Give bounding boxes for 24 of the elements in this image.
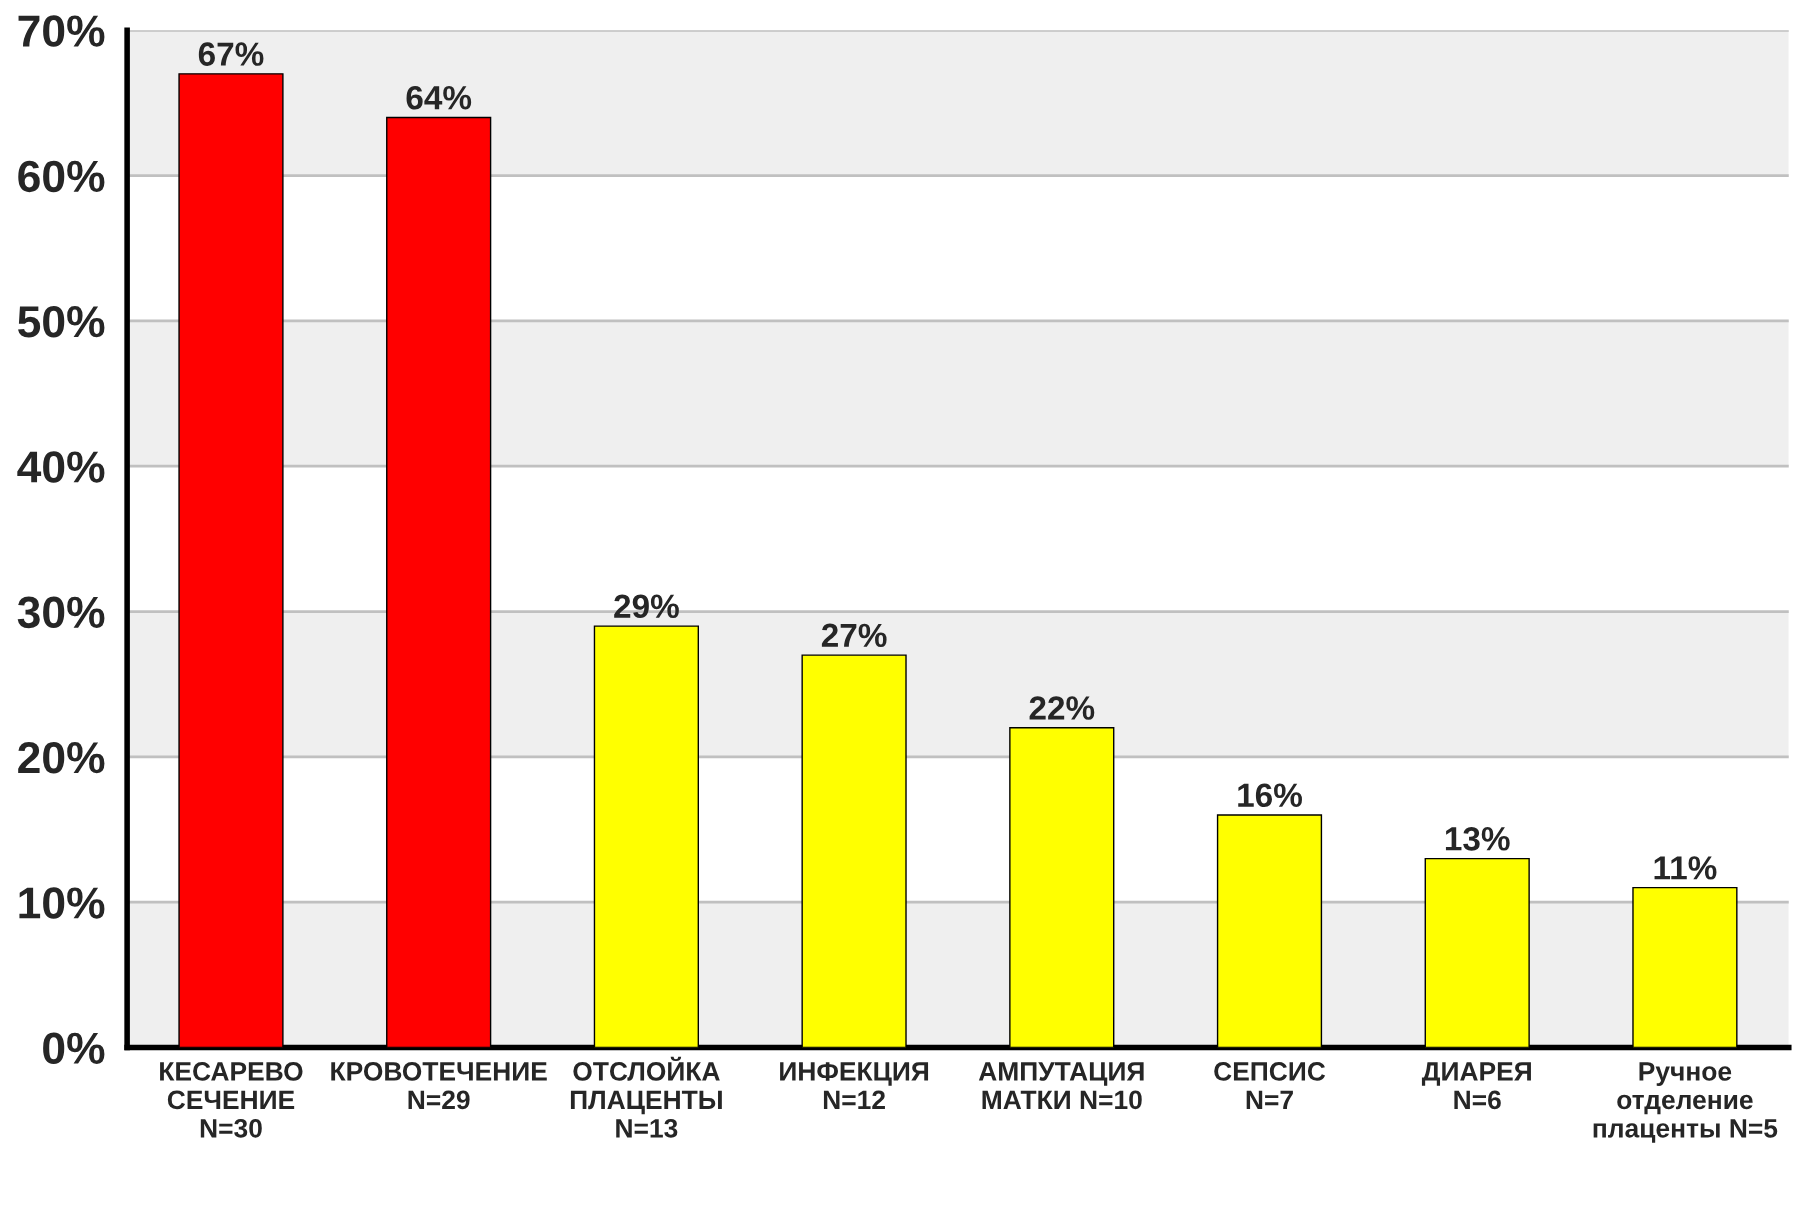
y-tick-label: 60% — [18, 160, 105, 193]
y-tick-label: 0% — [43, 1032, 105, 1065]
x-tick-label: ОТСЛОЙКА ПЛАЦЕНТЫ N=13 — [570, 1056, 722, 1138]
y-tick-label: 20% — [18, 741, 105, 774]
y-tick-label: 10% — [19, 887, 105, 919]
x-tick-label: КРОВОТЕЧЕНИЕ N=29 — [331, 1062, 547, 1110]
x-tick-label: СЕПСИС N=7 — [1214, 1062, 1326, 1109]
data-label: 13% — [1445, 827, 1510, 851]
x-tick-label: Ручное отделение плаценты N=5 — [1593, 1062, 1778, 1143]
data-label: 29% — [614, 594, 679, 619]
y-tick-label: 30% — [17, 596, 105, 629]
y-tick-label: 40% — [17, 451, 105, 483]
data-label: 16% — [1238, 783, 1302, 808]
x-tick-label: ДИАРЕЯ N=6 — [1421, 1062, 1531, 1110]
data-label: 64% — [406, 85, 472, 110]
data-label: 11% — [1654, 856, 1717, 880]
x-tick-label: КЕСАРЕВО СЕЧЕНИЕ N=30 — [160, 1062, 303, 1138]
x-tick-label: АМПУТАЦИЯ МАТКИ N=10 — [978, 1062, 1144, 1110]
data-label: 22% — [1029, 696, 1095, 720]
data-label: 27% — [821, 623, 887, 648]
y-tick-label: 70% — [18, 15, 105, 47]
x-tick-label: ИНФЕКЦИЯ N=12 — [780, 1062, 929, 1109]
y-tick-label: 50% — [18, 305, 105, 338]
data-label: 67% — [198, 42, 264, 66]
